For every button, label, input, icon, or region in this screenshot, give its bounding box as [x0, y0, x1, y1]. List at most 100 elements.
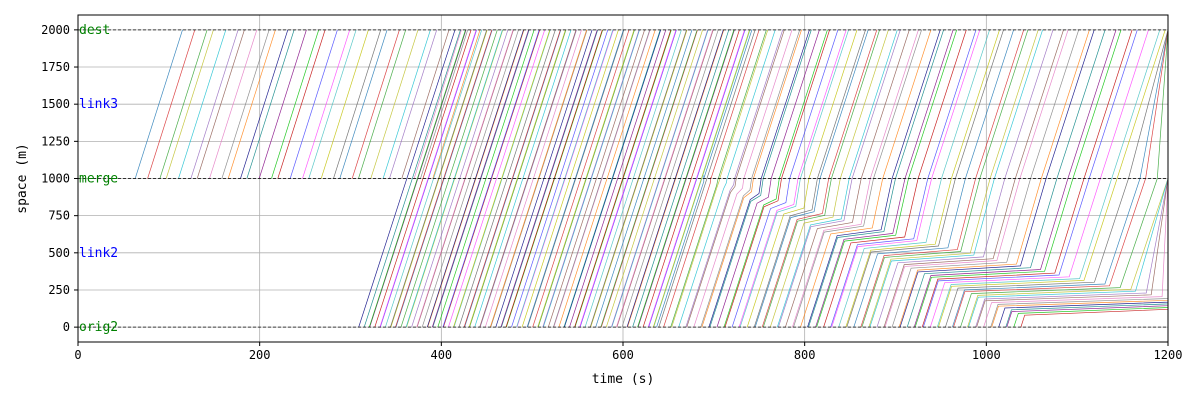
- y-tick-label: 1500: [41, 97, 70, 111]
- vehicle-trajectory: [569, 29, 667, 328]
- vehicle-trajectory: [258, 29, 307, 179]
- vehicle-trajectory: [209, 29, 258, 179]
- vehicle-trajectory: [830, 29, 977, 328]
- vehicle-trajectory: [876, 29, 1054, 328]
- x-axis-ticks: 0 200 400 600 800 1000 1200: [74, 342, 1182, 362]
- vehicle-trajectory: [731, 29, 839, 328]
- x-tick-label: 800: [794, 348, 816, 362]
- vehicle-trajectory: [553, 29, 651, 328]
- vehicle-trajectory: [898, 29, 1090, 328]
- vehicle-trajectory: [369, 29, 467, 328]
- vehicle-trajectory: [339, 29, 388, 179]
- vehicle-trajectory: [277, 29, 326, 179]
- vehicle-trajectory: [807, 29, 941, 328]
- y-tick-label: 1250: [41, 134, 70, 148]
- vehicle-trajectory: [240, 29, 289, 179]
- vehicle-trajectory: [389, 29, 438, 179]
- vehicle-trajectory: [196, 29, 245, 179]
- vehicle-trajectory: [778, 29, 901, 328]
- vehicle-trajectory: [463, 29, 561, 328]
- vehicle-trajectory: [831, 29, 981, 328]
- vehicle-trajectory: [165, 29, 214, 179]
- vehicle-trajectory: [351, 29, 400, 179]
- vehicle-trajectory: [960, 29, 1169, 328]
- vehicle-trajectory: [663, 29, 760, 328]
- vehicle-trajectory: [542, 29, 640, 328]
- vehicle-trajectory: [448, 29, 546, 328]
- vehicle-trajectory: [938, 29, 1166, 328]
- vehicle-trajectory: [358, 29, 407, 179]
- vehicle-trajectory: [738, 29, 847, 328]
- vehicle-trajectory: [289, 29, 338, 179]
- vehicle-trajectory: [178, 29, 227, 179]
- vehicle-trajectory: [547, 29, 645, 328]
- vehicle-trajectory: [846, 29, 1004, 328]
- vehicle-trajectory: [443, 29, 541, 328]
- vehicle-trajectory: [442, 29, 540, 328]
- vehicle-trajectory: [320, 29, 369, 179]
- vehicle-trajectory: [793, 29, 922, 328]
- vehicle-trajectory: [134, 29, 183, 179]
- vehicle-trajectory: [363, 29, 461, 328]
- vehicle-trajectory: [869, 29, 1043, 328]
- vehicle-trajectory: [776, 29, 898, 328]
- vehicle-trajectory: [464, 29, 562, 328]
- vehicle-trajectory: [469, 29, 567, 328]
- vehicle-trajectory: [648, 29, 746, 328]
- vehicle-trajectory: [678, 29, 776, 328]
- vehicle-trajectory: [708, 29, 810, 328]
- x-tick-label: 1000: [972, 348, 1001, 362]
- vehicle-trajectory: [271, 29, 320, 179]
- vehicle-trajectory: [883, 29, 1064, 328]
- vehicle-trajectory: [753, 29, 866, 328]
- vehicle-trajectory: [701, 29, 802, 328]
- node-annotation: orig2: [79, 320, 118, 335]
- vehicle-trajectory: [574, 29, 672, 328]
- vehicle-trajectory: [432, 29, 481, 179]
- x-tick-label: 1200: [1154, 348, 1183, 362]
- vehicle-trajectory: [563, 29, 661, 328]
- vehicle-trajectory: [685, 29, 784, 328]
- vehicle-trajectory: [823, 29, 967, 328]
- vehicle-trajectory: [333, 29, 382, 179]
- vehicle-trajectory: [845, 29, 1000, 328]
- vehicle-trajectory: [921, 29, 1133, 328]
- vehicle-trajectory: [724, 29, 830, 328]
- vehicle-trajectory: [716, 29, 820, 328]
- vehicle-trajectory: [853, 29, 1014, 328]
- vehicle-trajectory: [860, 29, 1025, 328]
- node-annotation: dest: [79, 23, 110, 38]
- vehicle-trajectory: [769, 29, 889, 328]
- vehicle-trajectory: [558, 29, 656, 328]
- vehicle-trajectory: [723, 29, 828, 328]
- y-tick-label: 1000: [41, 172, 70, 186]
- vehicle-trajectory: [159, 29, 208, 179]
- vehicle-trajectory: [579, 29, 677, 328]
- vehicle-trajectory: [653, 29, 751, 328]
- vehicle-trajectory: [762, 29, 880, 328]
- vehicle-trajectory: [884, 29, 1069, 328]
- vehicle-trajectory: [922, 29, 1138, 328]
- vehicle-trajectory: [670, 29, 767, 328]
- vehicle-trajectory: [413, 29, 462, 179]
- vehicle-trajectory: [479, 29, 577, 328]
- vehicle-trajectory: [861, 29, 1029, 328]
- vehicle-trajectory: [952, 29, 1169, 328]
- y-tick-label: 1750: [41, 60, 70, 74]
- vehicle-trajectory: [913, 29, 1117, 328]
- vehicle-trajectory: [945, 29, 1169, 328]
- vehicle-trajectory: [308, 29, 357, 179]
- vehicle-trajectory: [739, 29, 849, 328]
- vehicle-trajectory: [658, 29, 756, 328]
- node-lines: [78, 29, 1168, 328]
- vehicle-trajectory: [709, 29, 812, 328]
- vehicle-trajectory: [637, 29, 735, 328]
- y-axis-ticks: 0 250 500 750 1000 1250 1500 1750 2000: [41, 23, 78, 334]
- vehicle-trajectory: [815, 29, 954, 328]
- vehicle-trajectory: [368, 29, 466, 328]
- vehicle-trajectory: [906, 29, 1106, 328]
- vehicle-trajectory: [800, 29, 932, 328]
- vehicle-trajectory: [914, 29, 1122, 328]
- vehicle-trajectory: [382, 29, 431, 179]
- vehicle-trajectory: [693, 29, 793, 328]
